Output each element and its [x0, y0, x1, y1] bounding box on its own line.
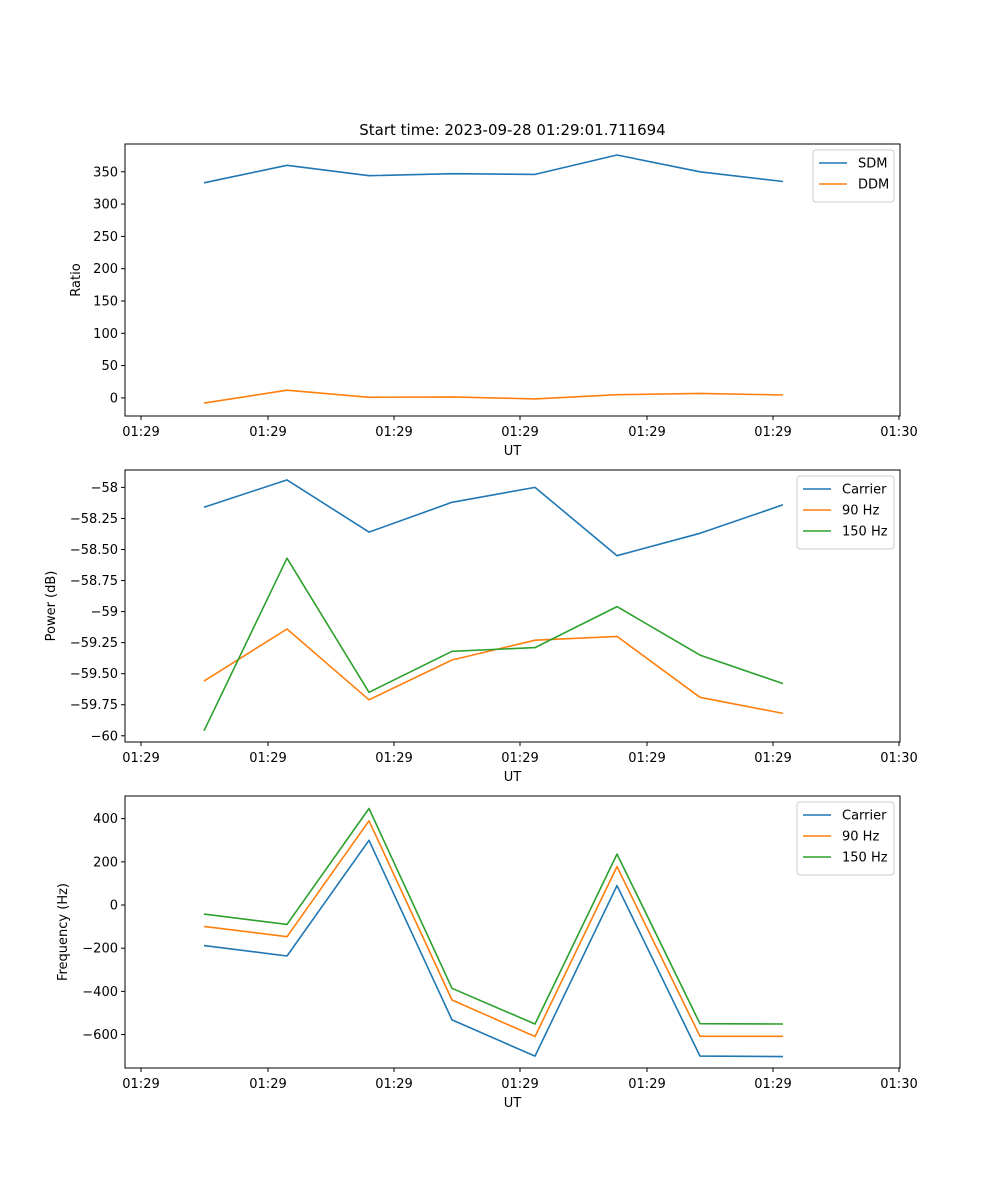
series-line-0-1	[203, 389, 784, 404]
y-axis-label: Frequency (Hz)	[56, 883, 71, 981]
series-line-1-1	[203, 628, 784, 715]
y-tick-label: −58	[91, 481, 118, 496]
x-tick-label: 01:29	[628, 425, 665, 440]
x-tick-label: 01:29	[628, 751, 665, 766]
legend-entry: 150 Hz	[842, 525, 888, 540]
axes-frame	[124, 143, 901, 417]
y-tick-label: 250	[93, 230, 118, 245]
x-tick-label: 01:29	[501, 425, 538, 440]
x-tick-label: 01:30	[880, 1077, 917, 1092]
y-tick-label: 200	[93, 262, 118, 277]
x-tick-label: 01:29	[249, 1077, 286, 1092]
y-tick-label: 350	[93, 165, 118, 180]
legend-entry: 150 Hz	[842, 851, 888, 866]
y-tick-label: −60	[91, 729, 118, 744]
x-tick-label: 01:29	[754, 751, 791, 766]
y-tick-label: −58.50	[70, 543, 118, 558]
x-tick-label: 01:29	[754, 1077, 791, 1092]
axes-frame	[124, 795, 901, 1069]
x-tick-label: 01:29	[122, 1077, 159, 1092]
series-line-2-0	[203, 839, 784, 1058]
legend-entry: Carrier	[842, 809, 887, 824]
x-tick-label: 01:29	[249, 425, 286, 440]
y-tick-label: 400	[93, 812, 118, 827]
y-tick-label: −58.25	[70, 512, 118, 527]
y-tick-label: −59.25	[70, 636, 118, 651]
x-axis-label: UT	[504, 1096, 522, 1111]
x-tick-label: 01:29	[122, 751, 159, 766]
series-line-1-2	[203, 557, 784, 732]
x-tick-label: 01:29	[122, 425, 159, 440]
chart-title: Start time: 2023-09-28 01:29:01.711694	[359, 121, 665, 139]
legend-entry: SDM	[858, 157, 887, 172]
y-tick-label: −58.75	[70, 574, 118, 589]
x-tick-label: 01:29	[249, 751, 286, 766]
y-tick-label: 0	[110, 899, 118, 914]
x-tick-label: 01:29	[628, 1077, 665, 1092]
x-tick-label: 01:29	[501, 751, 538, 766]
y-tick-label: −59	[91, 605, 118, 620]
series-line-1-0	[203, 479, 784, 557]
y-axis-label: Ratio	[69, 263, 84, 296]
y-tick-label: −600	[82, 1028, 118, 1043]
x-tick-label: 01:29	[375, 1077, 412, 1092]
y-axis-label: Power (dB)	[44, 571, 59, 642]
x-tick-label: 01:29	[375, 751, 412, 766]
series-line-2-2	[203, 807, 784, 1025]
x-tick-label: 01:29	[375, 425, 412, 440]
y-tick-label: 150	[93, 294, 118, 309]
y-tick-label: 0	[110, 391, 118, 406]
x-tick-label: 01:30	[880, 751, 917, 766]
y-tick-label: 200	[93, 855, 118, 870]
y-tick-label: −200	[82, 942, 118, 957]
y-tick-label: −400	[82, 985, 118, 1000]
series-line-2-1	[203, 819, 783, 1038]
series-line-0-0	[203, 154, 784, 184]
legend-entry: 90 Hz	[842, 830, 879, 845]
y-tick-label: −59.75	[70, 698, 118, 713]
x-tick-label: 01:30	[880, 425, 917, 440]
y-tick-label: 300	[93, 198, 118, 213]
legend-entry: 90 Hz	[842, 504, 879, 519]
x-axis-label: UT	[504, 444, 522, 459]
x-axis-label: UT	[504, 770, 522, 785]
axes-frame	[124, 469, 901, 743]
y-tick-label: 50	[101, 359, 118, 374]
x-tick-label: 01:29	[754, 425, 791, 440]
y-tick-label: 100	[93, 327, 118, 342]
legend-entry: DDM	[858, 178, 889, 193]
y-tick-label: −59.50	[70, 667, 118, 682]
x-tick-label: 01:29	[501, 1077, 538, 1092]
legend-entry: Carrier	[842, 483, 887, 498]
